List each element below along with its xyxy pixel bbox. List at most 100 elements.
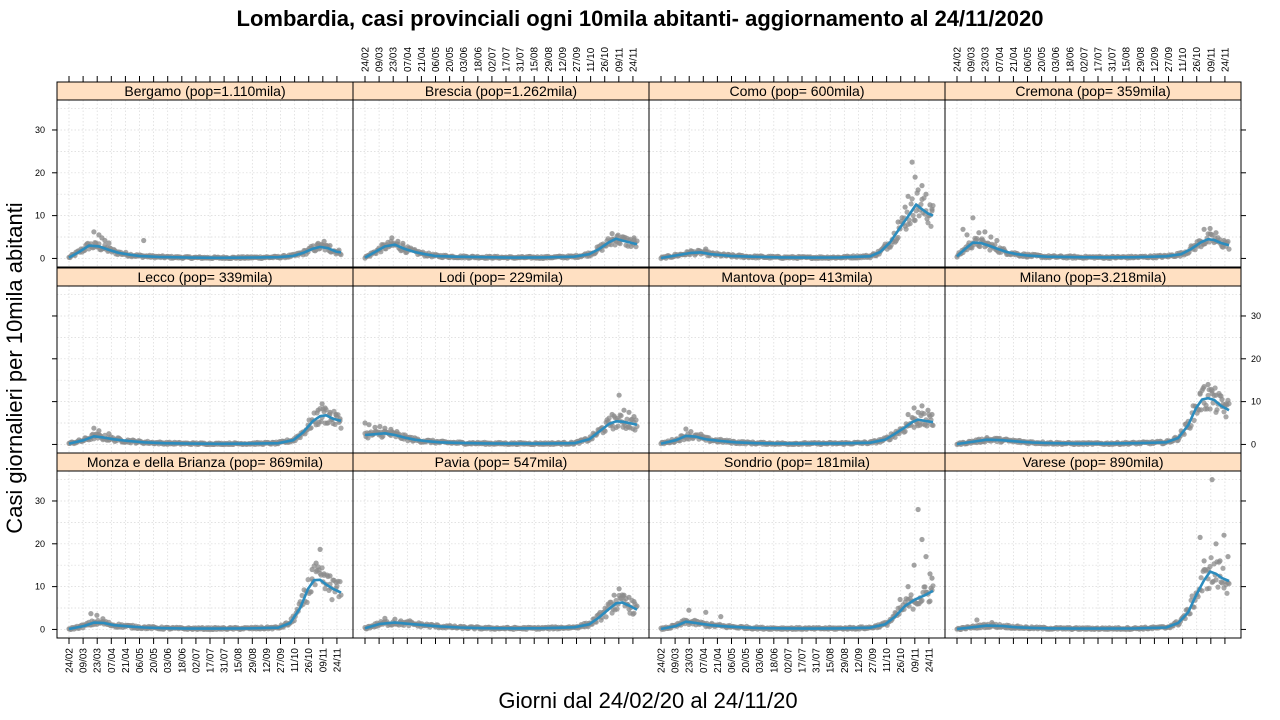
x-tick-label: 29/08	[544, 47, 555, 72]
data-point	[970, 215, 976, 221]
data-point	[327, 243, 333, 249]
data-point	[305, 577, 311, 583]
data-point	[1197, 390, 1203, 396]
panel-label: Varese (pop= 890mila)	[1023, 454, 1164, 470]
y-tick-label: 20	[35, 168, 45, 178]
data-point	[1198, 407, 1204, 413]
data-point	[377, 423, 383, 430]
x-tick-label: 24/02	[953, 47, 964, 72]
y-tick-label: 30	[35, 125, 45, 135]
data-point	[1223, 414, 1229, 420]
data-point	[362, 420, 368, 426]
smooth-line	[68, 244, 342, 260]
x-tick-label: 03/06	[755, 648, 766, 673]
data-point	[394, 429, 400, 435]
x-tick-label: 18/06	[1065, 47, 1076, 72]
data-point	[922, 584, 928, 590]
data-point	[929, 575, 935, 581]
data-point	[903, 226, 909, 232]
panel-label: Monza e della Brianza (pop= 869mila)	[87, 454, 323, 470]
y-tick-label: 10	[1251, 397, 1261, 407]
data-point	[895, 219, 901, 225]
smooth-line	[660, 418, 934, 445]
data-point	[327, 409, 333, 415]
data-point	[329, 597, 335, 603]
x-tick-label: 26/10	[600, 47, 611, 72]
x-tick-label: 26/10	[896, 648, 907, 673]
x-tick-label: 24/11	[628, 47, 639, 72]
smooth-line	[364, 601, 638, 630]
x-tick-label: 09/03	[671, 648, 682, 673]
data-point	[309, 566, 315, 573]
data-point	[88, 611, 94, 617]
data-point	[909, 159, 915, 165]
data-point	[631, 599, 637, 605]
data-point	[1213, 230, 1219, 236]
x-tick-label: 18/06	[473, 47, 484, 72]
x-tick-label: 24/11	[1220, 47, 1231, 72]
data-point	[907, 221, 913, 227]
x-tick-label: 02/07	[1079, 47, 1090, 72]
x-tick-label: 31/07	[516, 47, 527, 72]
data-point	[100, 616, 106, 622]
data-point	[703, 609, 709, 615]
y-tick-label: 0	[40, 253, 45, 263]
x-tick-label: 02/07	[487, 47, 498, 72]
data-point	[1201, 558, 1207, 564]
data-point	[904, 209, 910, 215]
panel-11: Sondrio (pop= 181mila) 24/02 09/03 23/03 07/…	[648, 452, 946, 673]
data-point	[616, 586, 622, 592]
data-point	[925, 407, 931, 413]
panel-12: Varese (pop= 890mila)	[944, 452, 1246, 644]
data-point	[106, 431, 112, 437]
panel-strip	[944, 267, 1242, 287]
data-point	[698, 431, 704, 437]
data-point	[618, 413, 624, 419]
x-tick-label: 07/04	[107, 648, 118, 673]
y-tick-label: 20	[35, 539, 45, 549]
x-tick-label: 21/04	[417, 47, 428, 72]
x-tick-label: 15/08	[530, 47, 541, 72]
panel-4: Cremona (pop= 359mila) 24/02 09/03 23/03 07/…	[944, 47, 1246, 268]
data-point	[631, 414, 637, 420]
smooth-line	[364, 237, 638, 259]
data-point	[1208, 555, 1214, 561]
x-tick-label: 07/04	[995, 47, 1006, 72]
chart-title: Lombardia, casi provinciali ogni 10mila …	[237, 6, 1044, 31]
data-point	[987, 247, 993, 253]
data-point	[905, 584, 911, 590]
data-point	[94, 612, 100, 618]
x-tick-label: 31/07	[1108, 47, 1119, 72]
x-tick-label: 06/05	[1023, 47, 1034, 72]
data-point	[927, 598, 933, 604]
y-tick-label: 0	[1251, 439, 1256, 449]
data-point	[919, 597, 925, 604]
data-point	[333, 579, 339, 585]
data-point	[927, 202, 933, 208]
data-point	[1209, 477, 1215, 483]
data-point	[400, 240, 406, 246]
data-point	[389, 235, 395, 241]
x-tick-label: 17/07	[1094, 47, 1105, 72]
x-tick-label: 18/06	[177, 648, 188, 673]
x-tick-label: 06/05	[431, 47, 442, 72]
data-point	[1213, 392, 1219, 398]
x-tick-label: 17/07	[502, 47, 513, 72]
x-axis-title: Giorni dal 24/02/20 al 24/11/20	[498, 688, 797, 713]
data-point	[895, 234, 901, 241]
data-point	[617, 241, 623, 247]
panel-2: Brescia (pop=1.262mila) 24/02 09/03 23/03 07…	[352, 47, 650, 268]
x-tick-label: 15/08	[234, 648, 245, 673]
x-tick-label: 06/05	[727, 648, 738, 673]
panel-7: Mantova (pop= 413mila)	[648, 267, 946, 454]
data-point	[929, 206, 935, 212]
x-tick-label: 12/09	[558, 47, 569, 72]
data-point	[1219, 396, 1225, 403]
data-point	[1207, 225, 1213, 232]
panel-5: Lecco (pop= 339mila)	[52, 267, 354, 454]
x-tick-label: 03/06	[1051, 47, 1062, 72]
x-tick-label: 11/10	[882, 648, 893, 673]
smooth-line	[956, 237, 1230, 259]
panel-6: Lodi (pop= 229mila)	[352, 267, 650, 454]
